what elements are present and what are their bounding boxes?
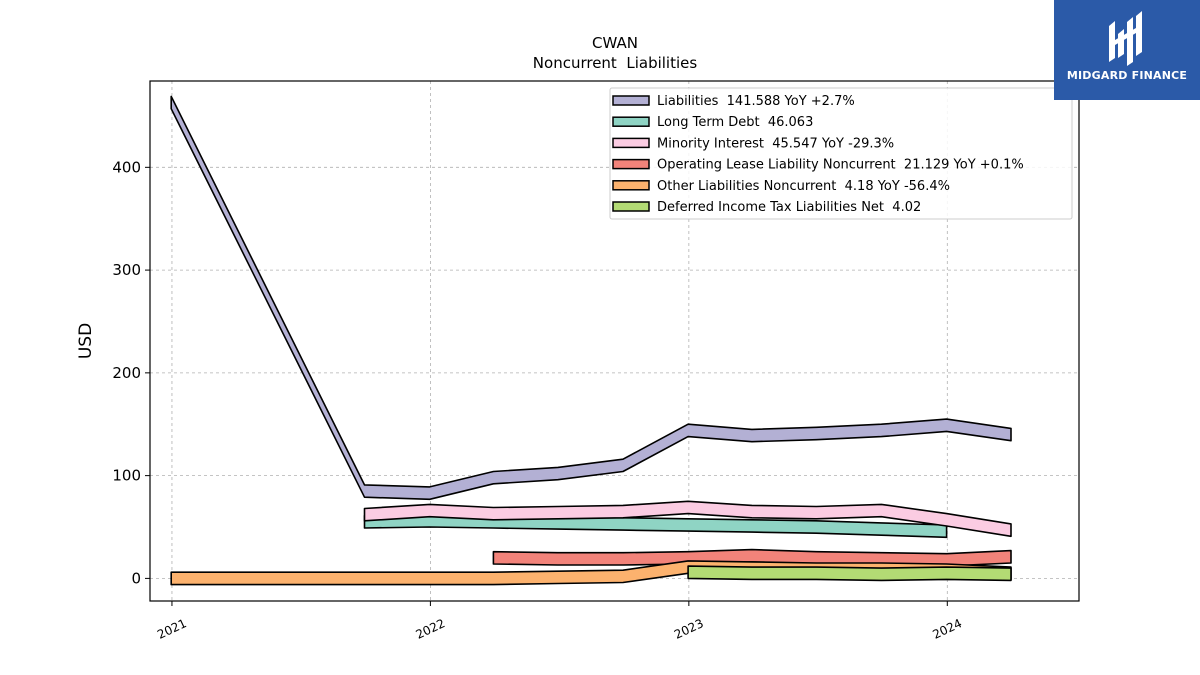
series-band-1 [170,95,1012,501]
legend: Liabilities 141.588 YoY +2.7% Long Term D… [609,87,1073,220]
legend-swatch [612,180,650,191]
y-tick-label: 400 [112,158,141,176]
legend-label: Long Term Debt 46.063 [657,115,813,130]
legend-label: Minority Interest 45.547 YoY -29.3% [657,136,894,151]
brand-name: MIDGARD FINANCE [1066,69,1188,82]
series-band-4 [492,548,1012,567]
plot-frame [149,80,1080,602]
midgard-logo-icon [1109,11,1142,66]
x-tick-label: 2022 [414,616,448,642]
legend-swatch [612,158,650,170]
series-layer [170,95,1012,586]
legend-swatch [612,201,650,212]
series-band-3 [363,500,1012,538]
y-tick-label: 0 [131,569,141,587]
legend-label: Other Liabilities Noncurrent 4.18 YoY -5… [657,179,950,194]
chart-subtitle: Noncurrent Liabilities [533,54,698,72]
y-axis-label: USD [76,323,96,359]
x-tick-label: 2021 [155,616,189,642]
legend-swatch [612,95,650,106]
midgard-finance-logo: MIDGARD FINANCE [1054,0,1200,100]
legend-swatch [612,116,650,127]
legend-label: Liabilities 141.588 YoY +2.7% [657,94,855,109]
x-tick-label: 2023 [672,616,706,642]
chart-title: CWAN [592,34,638,52]
legend-box [609,87,1073,220]
y-tick-label: 100 [112,467,141,485]
legend-swatch [612,137,650,149]
y-tick-label: 300 [112,261,141,279]
legend-label: Deferred Income Tax Liabilities Net 4.02 [657,200,921,215]
legend-label: Operating Lease Liability Noncurrent 21.… [657,158,1024,173]
series-band-6 [687,565,1012,582]
y-tick-label: 200 [112,364,141,382]
x-tick-label: 2024 [930,616,964,642]
